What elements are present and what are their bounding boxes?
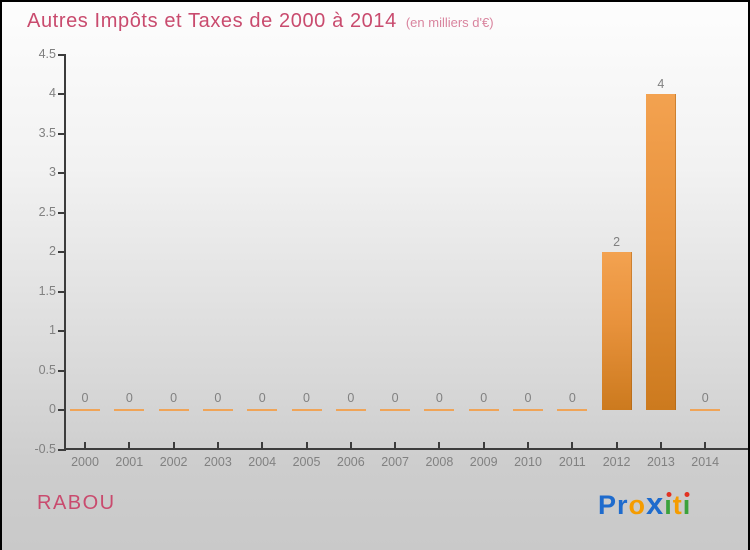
logo-letter: t bbox=[672, 490, 683, 520]
bar-value-label: 0 bbox=[480, 391, 488, 405]
bar-2012 bbox=[601, 252, 632, 410]
x-axis-tick bbox=[527, 442, 529, 450]
proxiti-logo: Proxı tı bbox=[598, 485, 691, 522]
bar-value-label: 0 bbox=[347, 391, 355, 405]
zero-marker-2009 bbox=[468, 409, 499, 411]
zero-marker-2004 bbox=[247, 409, 278, 411]
logo-letter: x bbox=[646, 486, 665, 521]
bar-value-label: 2 bbox=[613, 235, 621, 249]
x-axis-year-label: 2004 bbox=[248, 455, 277, 469]
x-axis-tick bbox=[438, 442, 441, 450]
x-axis-tick bbox=[128, 442, 131, 450]
logo-letter-dot bbox=[666, 492, 672, 497]
bar-value-label: 0 bbox=[391, 391, 399, 405]
commune-name: RABOU bbox=[37, 492, 116, 514]
zero-marker-2014 bbox=[690, 409, 721, 411]
x-axis-tick bbox=[216, 442, 219, 450]
x-axis-year-label: 2013 bbox=[646, 455, 675, 469]
zero-marker-2002 bbox=[158, 409, 189, 411]
bar-value-label: 0 bbox=[568, 391, 576, 405]
x-axis-tick bbox=[615, 442, 618, 450]
logo-letter: P bbox=[598, 490, 618, 520]
y-axis-tick bbox=[58, 409, 66, 411]
x-axis-tick bbox=[349, 442, 352, 450]
chart-header: Autres Impôts et Taxes de 2000 à 2014 (en… bbox=[27, 10, 494, 33]
x-axis-year-label: 2008 bbox=[425, 455, 454, 469]
zero-marker-2006 bbox=[335, 409, 366, 411]
logo-letter: r bbox=[617, 490, 629, 520]
zero-marker-2005 bbox=[291, 409, 322, 411]
y-axis-tick-label: -0.5 bbox=[34, 441, 56, 456]
y-axis-tick-label: 2.5 bbox=[38, 204, 56, 219]
logo-letter: o bbox=[628, 490, 647, 520]
zero-marker-2003 bbox=[202, 409, 233, 411]
x-axis-year-label: 2010 bbox=[514, 455, 542, 469]
x-axis-year-label: 2014 bbox=[691, 455, 720, 469]
x-axis-tick bbox=[394, 442, 397, 450]
x-axis-tick bbox=[305, 442, 308, 450]
y-axis-tick bbox=[58, 211, 66, 214]
x-axis-tick bbox=[482, 442, 485, 450]
x-axis-year-label: 2007 bbox=[381, 455, 409, 469]
y-axis-tick bbox=[58, 53, 66, 56]
x-axis-year-label: 2009 bbox=[469, 455, 498, 469]
zero-marker-2000 bbox=[70, 409, 100, 411]
y-axis-tick bbox=[58, 93, 66, 95]
x-axis-year-label: 2012 bbox=[602, 455, 631, 469]
y-axis-tick bbox=[58, 251, 66, 253]
zero-marker-2001 bbox=[114, 409, 145, 411]
x-axis-year-label: 2003 bbox=[203, 455, 232, 469]
x-axis-tick bbox=[571, 442, 574, 450]
y-axis-tick-label: 0.5 bbox=[38, 362, 56, 377]
y-axis-tick-label: 1.5 bbox=[38, 283, 56, 298]
x-axis-tick bbox=[659, 442, 662, 450]
x-axis-tick bbox=[261, 442, 264, 450]
x-axis-year-label: 2001 bbox=[115, 455, 144, 469]
zero-marker-2007 bbox=[380, 409, 411, 411]
x-axis-line bbox=[64, 448, 748, 450]
bar-value-label: 0 bbox=[524, 391, 532, 405]
bar-value-label: 0 bbox=[81, 391, 89, 405]
y-axis-tick-label: 2 bbox=[49, 244, 56, 258]
bar-value-label: 0 bbox=[214, 391, 222, 405]
y-axis-tick bbox=[58, 330, 66, 332]
y-axis-tick bbox=[58, 172, 66, 174]
y-axis-tick-label: 4.5 bbox=[38, 46, 56, 61]
y-axis-tick-label: 4 bbox=[49, 86, 56, 100]
logo-letter-dot bbox=[684, 492, 690, 497]
logo-letter: ı bbox=[682, 490, 692, 520]
y-axis-tick-label: 3 bbox=[49, 165, 56, 179]
x-axis-tick bbox=[172, 442, 175, 450]
chart-subtitle: (en milliers d'€) bbox=[405, 15, 494, 30]
bar-value-label: 0 bbox=[701, 391, 709, 405]
bar-chart-plot: 4.5 4 3.5 3 2.5 2 1.5 1 0.5 0 -0.5 2000 0 2001 0 2002 0 2… bbox=[2, 2, 748, 482]
y-axis-tick-label: 1 bbox=[49, 323, 56, 337]
x-axis-year-label: 2000 bbox=[71, 455, 99, 469]
x-axis-year-label: 2006 bbox=[336, 455, 365, 469]
bar-value-label: 0 bbox=[170, 391, 178, 405]
y-axis-tick-label: 0 bbox=[49, 402, 56, 416]
bar-value-label: 0 bbox=[303, 391, 310, 405]
zero-marker-2008 bbox=[424, 409, 455, 411]
y-axis-tick-label: 3.5 bbox=[38, 125, 56, 140]
bar-value-label: 0 bbox=[258, 391, 266, 405]
x-axis-tick bbox=[84, 442, 86, 450]
y-axis-tick bbox=[58, 132, 66, 135]
chart-title: Autres Impôts et Taxes de 2000 à 2014 bbox=[27, 10, 397, 32]
bar-value-label: 0 bbox=[435, 391, 443, 405]
y-axis-tick bbox=[58, 290, 66, 293]
bar-value-label: 4 bbox=[657, 77, 665, 91]
bar-2013 bbox=[645, 94, 676, 410]
logo-letter: ı bbox=[664, 490, 673, 520]
zero-marker-2010 bbox=[513, 409, 543, 411]
y-axis-tick bbox=[58, 448, 66, 451]
x-axis-year-label: 2002 bbox=[159, 455, 188, 469]
zero-marker-2011 bbox=[557, 409, 588, 411]
x-axis-year-label: 2005 bbox=[292, 455, 321, 469]
bar-value-label: 0 bbox=[125, 391, 133, 405]
x-axis-tick bbox=[704, 442, 707, 450]
y-axis-tick bbox=[58, 369, 66, 372]
x-axis-year-label: 2011 bbox=[558, 455, 586, 469]
